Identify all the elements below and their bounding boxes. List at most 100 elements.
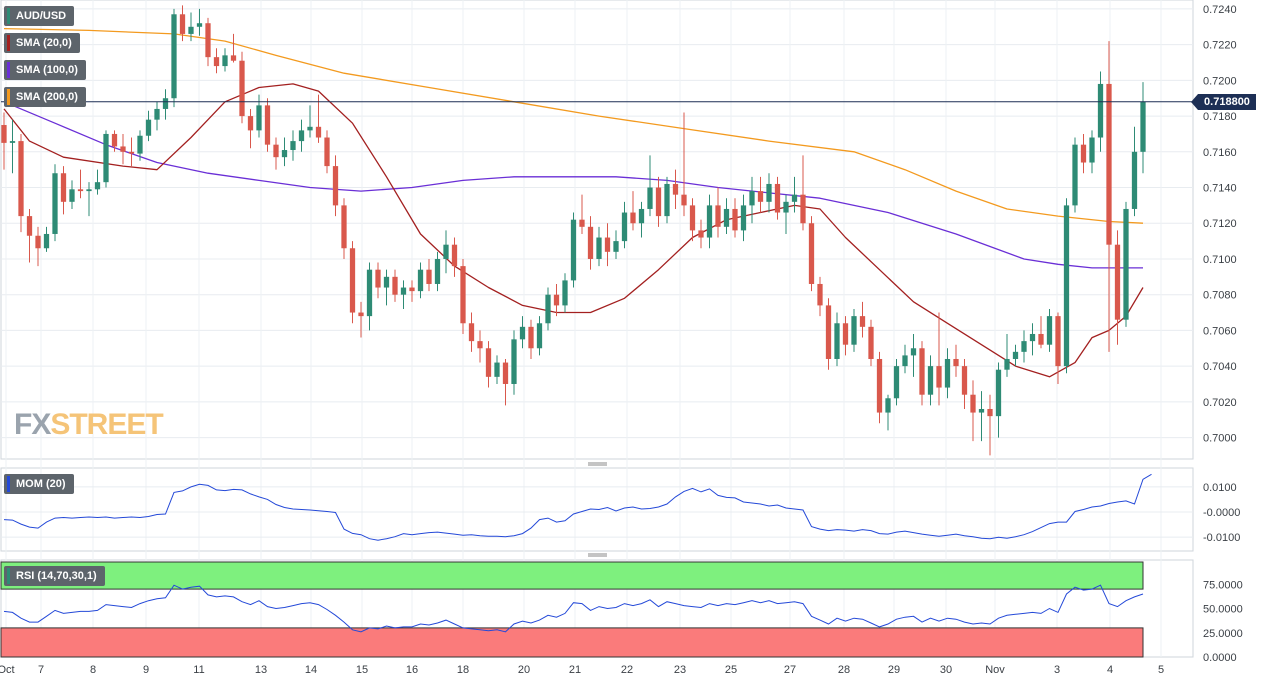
x-tick-label: 9: [143, 664, 149, 676]
price-tick-label: 0.7080: [1203, 290, 1237, 302]
candle-body-down: [485, 348, 492, 377]
candle-body-down: [273, 144, 279, 158]
candle-body-down: [315, 126, 322, 138]
candle-body-down: [732, 208, 738, 231]
candle-body-down: [324, 137, 330, 167]
rsi-tag[interactable]: RSI (14,70,30,1): [4, 566, 105, 586]
candle-body-up: [137, 135, 143, 154]
sma200-line: [3, 27, 1144, 224]
candle-body-up: [434, 258, 441, 284]
sma200-label: SMA (200,0): [16, 91, 78, 103]
candle-body-up: [749, 191, 755, 206]
candle-body-up: [162, 98, 169, 109]
candle-body-down: [239, 60, 245, 117]
candle-body-down: [392, 276, 398, 295]
price-tick-label: 0.7200: [1203, 75, 1237, 87]
candles: [1, 5, 1193, 456]
candle-body-down: [1106, 83, 1112, 245]
candle-body-down: [528, 326, 534, 349]
x-tick-label: 7: [38, 664, 44, 676]
x-tick-label: 29: [888, 664, 900, 676]
candle-body-down: [681, 194, 687, 206]
candle-body-up: [443, 244, 449, 259]
candle-body-up: [1072, 144, 1078, 206]
candle-body-down: [460, 266, 466, 324]
candle-body-down: [1038, 333, 1044, 345]
candle-body-down: [808, 223, 815, 284]
candle-body-up: [1097, 83, 1104, 138]
mom-tag[interactable]: MOM (20): [4, 474, 74, 494]
candle-body-down: [426, 269, 432, 284]
candle-body-down: [18, 141, 24, 217]
candle-body-up: [1063, 205, 1070, 367]
sma100-color-marker: [7, 62, 10, 78]
candle-body-down: [35, 235, 41, 249]
x-tick-label: 27: [784, 664, 796, 676]
symbol-label: AUD/USD: [16, 10, 67, 22]
price-tick-label: 0.7240: [1203, 4, 1237, 16]
x-tick-label: Nov: [985, 664, 1005, 676]
candle-body-up: [307, 126, 313, 131]
rsi-line: [3, 584, 1144, 633]
rsi-tick-label: 25.0000: [1203, 628, 1243, 640]
candle-body-down: [264, 105, 271, 145]
candle-body-down: [604, 237, 611, 252]
candle-body-down: [179, 14, 186, 34]
candle-body-down: [859, 316, 866, 327]
symbol-tag[interactable]: AUD/USD: [4, 6, 75, 26]
candle-body-down: [247, 116, 254, 131]
candle-body-up: [417, 269, 424, 292]
x-tick-label: 25: [725, 664, 737, 676]
x-tick-label: 21: [569, 664, 581, 676]
candle-body-down: [375, 269, 381, 288]
candle-body-down: [757, 191, 764, 202]
candle-body-up: [570, 219, 577, 281]
fxstreet-logo: FXSTREET: [14, 408, 164, 442]
candle-body-up: [383, 276, 390, 288]
rsi-oversold-zone: [0, 627, 1144, 658]
candle-body-down: [672, 183, 679, 195]
candle-body-up: [1089, 137, 1095, 163]
candle-body-down: [1080, 144, 1087, 163]
candle-body-up: [893, 366, 900, 399]
candle-body-down: [553, 294, 560, 306]
symbol-color-marker: [7, 8, 10, 24]
candle-body-down: [349, 248, 356, 313]
candle-body-up: [613, 241, 619, 252]
price-panel: [0, 0, 1194, 460]
logo-fx: FX: [14, 408, 51, 441]
candle-body-down: [111, 133, 118, 147]
x-tick-label: 14: [305, 664, 317, 676]
sma100-tag[interactable]: SMA (100,0): [4, 60, 86, 80]
candle-body-up: [196, 23, 203, 27]
logo-street: STREET: [50, 408, 163, 441]
candle-body-down: [774, 183, 781, 213]
axis-labels: 0.7240 0.7220 0.7200 0.7180 0.7160 0.7140 0.71…: [0, 4, 1243, 676]
price-tick-label: 0.7220: [1203, 40, 1237, 52]
candle-body-up: [171, 14, 177, 99]
rsi-tick-label: 75.0000: [1203, 579, 1243, 591]
candle-body-up: [1004, 358, 1010, 370]
sma20-label: SMA (20,0): [16, 37, 72, 49]
mom-line: [3, 473, 1152, 541]
candle-body-down: [842, 323, 849, 345]
sma20-tag[interactable]: SMA (20,0): [4, 33, 80, 53]
candle-body-up: [783, 201, 789, 213]
candle-body-up: [723, 208, 730, 227]
candle-body-down: [630, 212, 636, 224]
mom-tick-label: -0.0100: [1203, 532, 1240, 544]
candle-body-up: [400, 287, 407, 295]
candle-body-up: [281, 150, 288, 158]
price-tick-label: 0.7160: [1203, 147, 1237, 159]
x-tick-label: 3: [1054, 664, 1060, 676]
candle-body-up: [94, 182, 101, 190]
candle-body-up: [647, 187, 653, 209]
candle-body-down: [655, 187, 662, 217]
candle-body-down: [936, 366, 942, 388]
candle-body-up: [1012, 351, 1019, 359]
sma200-tag[interactable]: SMA (200,0): [4, 87, 86, 107]
candle-body-down: [800, 194, 806, 224]
candle-body-up: [1029, 333, 1036, 342]
candle-body-up: [1140, 101, 1146, 152]
candle-body-down: [919, 348, 925, 395]
